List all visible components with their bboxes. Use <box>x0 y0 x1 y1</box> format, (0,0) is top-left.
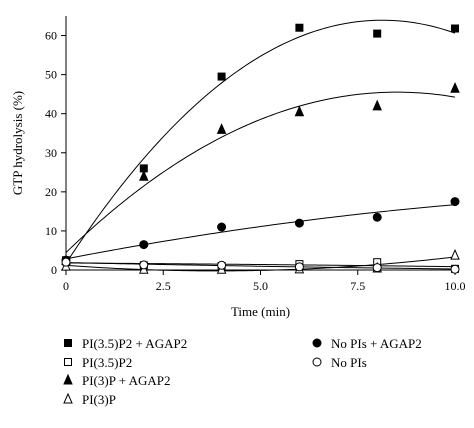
data-point <box>451 24 459 33</box>
fit-curve <box>65 256 456 272</box>
data-point <box>450 264 460 274</box>
data-point <box>139 240 149 250</box>
x-tick-label: 0 <box>63 279 69 293</box>
y-tick-label: 40 <box>45 107 57 121</box>
data-point <box>450 248 460 260</box>
data-point <box>450 82 460 93</box>
x-tick-label: 2.5 <box>156 279 171 293</box>
y-tick-label: 30 <box>45 146 57 160</box>
legend-marker <box>64 358 72 366</box>
fit-curve <box>65 91 456 253</box>
legend-label: PI(3.5)P2 + AGAP2 <box>82 336 187 351</box>
data-point <box>372 263 382 273</box>
plot-area: 0 10 20 30 40 50 60 0 2.5 5.0 7.5 10.0 Time (min) GTP… <box>10 16 466 319</box>
data-point <box>294 105 305 117</box>
data-point <box>217 72 226 81</box>
x-axis-title: Time (min) <box>231 304 290 319</box>
data-point <box>294 218 304 228</box>
legend-label: PI(3)P + AGAP2 <box>82 373 170 388</box>
data-point <box>295 23 304 32</box>
legend-marker <box>312 338 322 348</box>
data-point <box>139 260 149 270</box>
data-point <box>450 197 460 207</box>
fit-curve <box>65 204 456 260</box>
fit-curve <box>65 262 456 270</box>
y-tick-label: 0 <box>51 263 57 277</box>
data-point <box>294 262 304 272</box>
legend-marker <box>63 373 73 385</box>
legend-label: No PIs <box>331 355 367 370</box>
data-point <box>61 257 71 267</box>
legend-marker <box>63 392 73 404</box>
data-point <box>373 29 382 38</box>
y-tick-label: 10 <box>45 224 57 238</box>
y-tick-label: 20 <box>45 185 57 199</box>
x-tick-label: 10.0 <box>445 279 466 293</box>
y-tick-label: 50 <box>45 68 57 82</box>
data-point <box>216 123 227 134</box>
y-axis-title: GTP hydrolysis (%) <box>10 91 25 195</box>
data-point <box>217 222 227 232</box>
x-tick-label: 7.5 <box>350 279 365 293</box>
x-tick-label: 5.0 <box>253 279 268 293</box>
data-point <box>217 260 227 270</box>
fit-curve <box>65 19 456 264</box>
data-point <box>372 99 382 111</box>
legend-marker <box>312 357 322 367</box>
legend: PI(3.5)P2 + AGAP2 PI(3.5)P2 PI(3)P + AGAP2… <box>63 336 422 407</box>
legend-label: PI(3.5)P2 <box>82 355 132 370</box>
data-point <box>139 169 149 181</box>
y-tick-label: 60 <box>45 29 57 43</box>
legend-label: PI(3)P <box>82 392 116 407</box>
legend-label: No PIs + AGAP2 <box>331 336 422 351</box>
legend-marker <box>64 339 72 347</box>
data-point <box>372 212 382 222</box>
